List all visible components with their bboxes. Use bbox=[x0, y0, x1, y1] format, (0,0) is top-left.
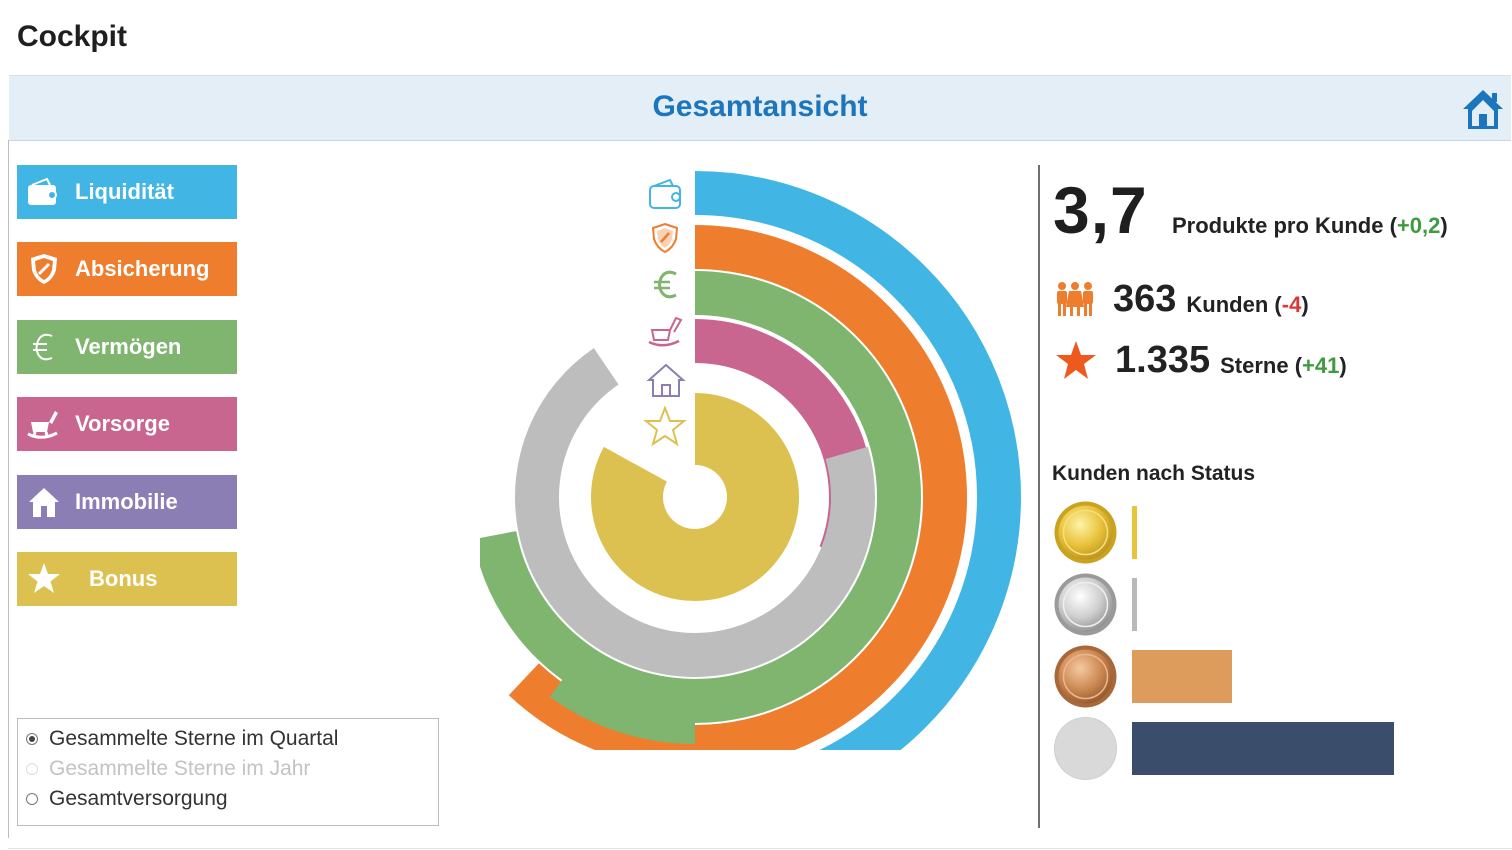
stars-kpi: 1.335 Sterne (+41) bbox=[1055, 339, 1347, 382]
ring-bar-absicherung bbox=[508, 225, 967, 750]
ring-bar-immobilie bbox=[515, 348, 875, 677]
radio-label: Gesammelte Sterne im Jahr bbox=[49, 757, 311, 780]
star-icon bbox=[27, 562, 61, 596]
page-title: Cockpit bbox=[17, 20, 128, 53]
ring-icon-wallet bbox=[649, 178, 681, 209]
status-bar-gold bbox=[1132, 506, 1137, 559]
category-label: Absicherung bbox=[75, 256, 210, 281]
kpi-delta: +41 bbox=[1302, 353, 1340, 378]
radio-button[interactable] bbox=[26, 793, 38, 805]
category-label: Immobilie bbox=[75, 489, 178, 514]
wallet-icon bbox=[27, 175, 61, 209]
category-button-absicherung[interactable]: Absicherung bbox=[17, 242, 237, 296]
category-label: Vorsorge bbox=[75, 411, 170, 436]
status-bar-bronze bbox=[1132, 650, 1232, 703]
products-per-customer-value: 3,7 bbox=[1053, 173, 1148, 247]
category-button-liquiditaet[interactable]: Liquidität bbox=[17, 165, 237, 219]
products-per-customer-label: Produkte pro Kunde (+0,2) bbox=[1172, 213, 1448, 238]
content-frame-line bbox=[8, 140, 9, 838]
status-bar-silver bbox=[1132, 578, 1137, 631]
category-button-immobilie[interactable]: Immobilie bbox=[17, 475, 237, 529]
kpi-label-text: Produkte pro Kunde bbox=[1172, 213, 1384, 238]
kpi-label-text: Kunden bbox=[1186, 292, 1269, 317]
view-options-radio-group: Gesammelte Sterne im Quartal Gesammelte … bbox=[17, 718, 439, 826]
ring-bar-vermoegen-tail bbox=[549, 664, 696, 744]
radio-option-total-provision[interactable]: Gesamtversorgung bbox=[24, 786, 228, 812]
bottom-divider bbox=[8, 848, 1512, 849]
no-medal-icon bbox=[1054, 717, 1117, 780]
house-icon bbox=[27, 485, 61, 519]
star-icon bbox=[1056, 341, 1096, 379]
radio-label: Gesamtversorgung bbox=[49, 787, 228, 810]
radial-bar-chart bbox=[480, 171, 1021, 750]
status-title: Kunden nach Status bbox=[1052, 462, 1256, 485]
home-icon bbox=[1463, 90, 1503, 129]
category-label: Liquidität bbox=[75, 179, 174, 204]
header-title: Gesamtansicht bbox=[652, 90, 868, 123]
stars-label: Sterne (+41) bbox=[1220, 353, 1347, 378]
people-icon bbox=[1057, 282, 1093, 316]
category-button-vorsorge[interactable]: Vorsorge bbox=[17, 397, 237, 451]
shield-icon bbox=[27, 252, 61, 286]
customers-label: Kunden (-4) bbox=[1186, 292, 1309, 317]
category-button-vermoegen[interactable]: Vermögen bbox=[17, 320, 237, 374]
header-bar: Gesamtansicht bbox=[9, 75, 1511, 141]
radio-option-stars-year[interactable]: Gesammelte Sterne im Jahr bbox=[24, 756, 310, 782]
ring-icon-star bbox=[643, 405, 687, 447]
ring-bar-liquiditaet bbox=[694, 171, 1021, 750]
category-button-bonus[interactable]: Bonus bbox=[17, 552, 237, 606]
ring-icon-euro bbox=[654, 270, 677, 299]
radio-button[interactable] bbox=[26, 733, 38, 745]
rocking-chair-icon bbox=[27, 407, 61, 441]
ring-icon-rocking-chair bbox=[648, 316, 683, 347]
gold-medal-icon bbox=[1054, 501, 1117, 564]
status-bar-none bbox=[1132, 722, 1394, 775]
radio-button[interactable] bbox=[26, 763, 38, 775]
ring-icon-house bbox=[646, 363, 686, 397]
ring-bar-vermoegen bbox=[480, 271, 921, 723]
radio-option-stars-quarter[interactable]: Gesammelte Sterne im Quartal bbox=[24, 726, 338, 752]
customers-kpi: 363 Kunden (-4) bbox=[1055, 278, 1309, 321]
bronze-medal-icon bbox=[1054, 645, 1117, 708]
vertical-divider bbox=[1038, 165, 1040, 828]
kpi-delta: +0,2 bbox=[1396, 213, 1441, 238]
category-label: Bonus bbox=[89, 566, 158, 591]
home-button[interactable] bbox=[1459, 85, 1507, 133]
category-label: Vermögen bbox=[75, 334, 182, 359]
stars-value: 1.335 bbox=[1115, 339, 1211, 381]
radio-label: Gesammelte Sterne im Quartal bbox=[49, 727, 339, 750]
euro-icon bbox=[27, 330, 61, 364]
silver-medal-icon bbox=[1054, 573, 1117, 636]
ring-icon-shield bbox=[651, 222, 679, 254]
ring-bar-bonus bbox=[591, 393, 799, 601]
customers-value: 363 bbox=[1113, 278, 1177, 320]
kpi-label-text: Sterne bbox=[1220, 353, 1289, 378]
kpi-delta: -4 bbox=[1281, 292, 1302, 317]
